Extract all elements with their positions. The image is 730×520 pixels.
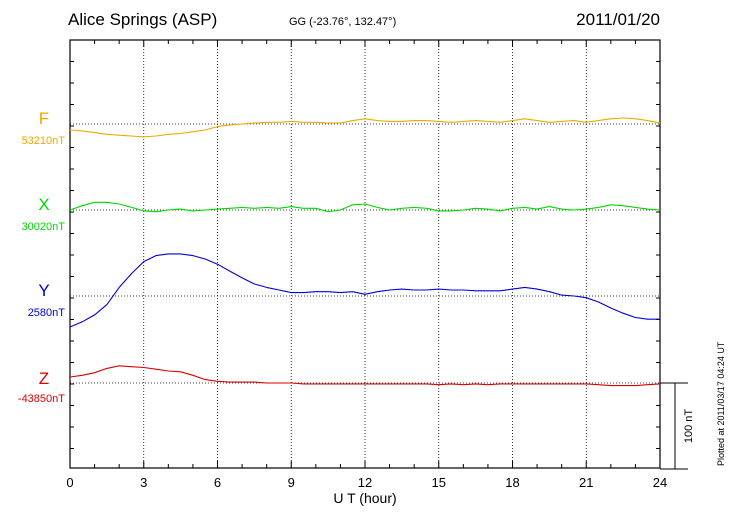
series-baseline-x: 30020nT [22,221,66,233]
axis-ticks [69,40,661,468]
x-tick-label-18: 18 [505,475,519,490]
series-name-y: Y [38,281,49,300]
x-tick-label-6: 6 [214,475,221,490]
series-baseline-z: -43850nT [18,393,65,405]
series-line-f [69,117,661,138]
scale-bar: 100 nT [660,382,695,470]
x-tick-label-9: 9 [288,475,295,490]
series-baseline-y: 2580nT [28,307,66,319]
x-tick-label-24: 24 [653,475,667,490]
x-tick-label-12: 12 [358,475,372,490]
series-line-x [69,201,661,213]
series-labels: F 53210nT X 30020nT Y 2580nT Z -43850nT [18,109,65,405]
series-line-z [69,365,661,387]
series-name-x: X [38,195,49,214]
grid [143,40,587,468]
x-tick-label-3: 3 [140,475,147,490]
baselines [70,123,660,384]
scale-bar-label: 100 nT [683,409,695,444]
x-tick-label-0: 0 [66,475,73,490]
series-lines [69,117,661,387]
series-baseline-f: 53210nT [22,135,66,147]
x-tick-labels: 0 3 6 9 12 15 18 21 24 [66,475,667,490]
plot-date: 2011/01/20 [576,10,660,29]
x-tick-label-21: 21 [579,475,593,490]
x-axis-label: U T (hour) [333,490,396,506]
station-title: Alice Springs (ASP) [68,10,218,29]
series-line-y [69,253,660,328]
station-coordinates: GG (-23.76°, 132.47°) [289,16,397,28]
x-tick-label-15: 15 [432,475,446,490]
series-name-z: Z [39,369,49,388]
series-name-f: F [39,109,49,128]
